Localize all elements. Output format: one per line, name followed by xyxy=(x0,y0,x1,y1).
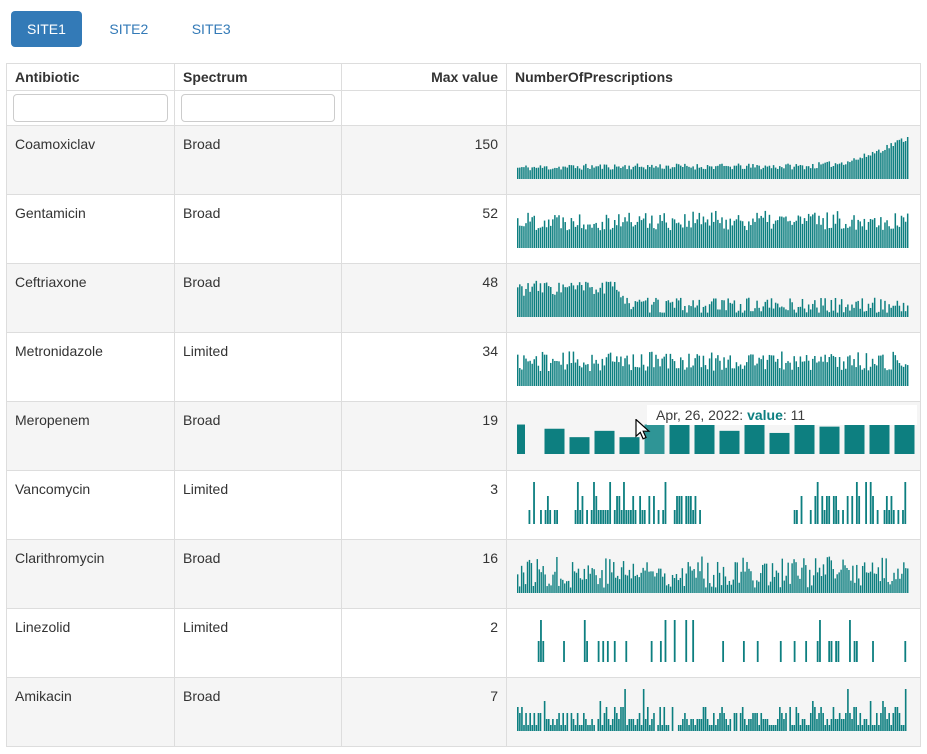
antibiotics-table: Antibiotic Spectrum Max value NumberOfPr… xyxy=(6,63,921,747)
spectrum-filter-input[interactable] xyxy=(181,94,335,122)
site-tabs: SITE1 SITE2 SITE3 xyxy=(11,11,921,47)
max-value-cell: 3 xyxy=(341,470,507,540)
max-value-cell: 16 xyxy=(341,539,507,609)
antibiotic-cell: Clarithromycin xyxy=(6,539,175,609)
sparkline-cell[interactable] xyxy=(506,332,921,402)
spectrum-cell: Broad xyxy=(174,539,342,609)
filter-cell-empty xyxy=(506,90,921,126)
column-header-prescriptions: NumberOfPrescriptions xyxy=(506,63,921,91)
antibiotic-cell: Gentamicin xyxy=(6,194,175,264)
tab-site3[interactable]: SITE3 xyxy=(191,21,231,37)
sparkline-chart[interactable] xyxy=(517,479,909,525)
sparkline-chart[interactable] xyxy=(517,134,909,180)
sparkline-chart[interactable] xyxy=(517,341,909,387)
antibiotic-cell: Vancomycin xyxy=(6,470,175,540)
antibiotic-cell: Metronidazole xyxy=(6,332,175,402)
max-value-cell: 150 xyxy=(341,125,507,195)
table-row: Coamoxiclav Broad 150 xyxy=(6,125,921,195)
sparkline-cell[interactable] xyxy=(506,539,921,609)
antibiotic-cell: Amikacin xyxy=(6,677,175,747)
max-value-cell: 2 xyxy=(341,608,507,678)
max-value-cell: 52 xyxy=(341,194,507,264)
antibiotic-filter-input[interactable] xyxy=(13,94,168,122)
antibiotic-cell: Ceftriaxone xyxy=(6,263,175,333)
mouse-cursor-icon xyxy=(635,419,651,440)
sparkline-chart[interactable] xyxy=(517,203,909,249)
table-row: Vancomycin Limited 3 xyxy=(6,470,921,540)
table-row: Metronidazole Limited 34 xyxy=(6,332,921,402)
max-value-cell: 34 xyxy=(341,332,507,402)
filter-row xyxy=(6,90,921,126)
max-value-cell: 48 xyxy=(341,263,507,333)
sparkline-chart[interactable] xyxy=(517,617,909,663)
sparkline-cell[interactable] xyxy=(506,194,921,264)
spectrum-cell: Limited xyxy=(174,608,342,678)
table-row: Meropenem Broad 19 Apr, 26, 2022: value:… xyxy=(6,401,921,471)
sparkline-cell[interactable] xyxy=(506,470,921,540)
sparkline-cell[interactable] xyxy=(506,608,921,678)
antibiotic-cell: Linezolid xyxy=(6,608,175,678)
tooltip-date: Apr, 26, 2022: xyxy=(656,407,748,423)
max-value-cell: 7 xyxy=(341,677,507,747)
spectrum-cell: Broad xyxy=(174,677,342,747)
table-row: Amikacin Broad 7 xyxy=(6,677,921,747)
table-row: Ceftriaxone Broad 48 xyxy=(6,263,921,333)
table-row: Gentamicin Broad 52 xyxy=(6,194,921,264)
spectrum-cell: Broad xyxy=(174,125,342,195)
spectrum-cell: Broad xyxy=(174,194,342,264)
sparkline-cell[interactable] xyxy=(506,677,921,747)
sparkline-chart[interactable] xyxy=(517,410,917,456)
spectrum-cell: Broad xyxy=(174,263,342,333)
filter-cell-empty xyxy=(341,90,507,126)
tooltip-series-label: value xyxy=(747,407,783,423)
sparkline-cell[interactable]: Apr, 26, 2022: value: 11 xyxy=(506,401,921,471)
max-value-cell: 19 xyxy=(341,401,507,471)
antibiotic-cell: Meropenem xyxy=(6,401,175,471)
table-row: Linezolid Limited 2 xyxy=(6,608,921,678)
sparkline-chart[interactable] xyxy=(517,548,909,594)
tab-site1[interactable]: SITE1 xyxy=(11,11,82,47)
spectrum-cell: Limited xyxy=(174,470,342,540)
header-row: Antibiotic Spectrum Max value NumberOfPr… xyxy=(6,63,921,91)
spectrum-cell: Limited xyxy=(174,332,342,402)
column-header-max-value: Max value xyxy=(341,63,507,91)
sparkline-chart[interactable] xyxy=(517,272,909,318)
chart-tooltip: Apr, 26, 2022: value: 11 xyxy=(647,405,917,425)
spectrum-cell: Broad xyxy=(174,401,342,471)
column-header-spectrum: Spectrum xyxy=(174,63,342,91)
sparkline-cell[interactable] xyxy=(506,263,921,333)
tab-site2[interactable]: SITE2 xyxy=(109,21,149,37)
antibiotic-cell: Coamoxiclav xyxy=(6,125,175,195)
sparkline-cell[interactable] xyxy=(506,125,921,195)
table-body: Coamoxiclav Broad 150 Gentamicin Broad 5… xyxy=(6,125,921,747)
table-row: Clarithromycin Broad 16 xyxy=(6,539,921,609)
tooltip-value: : 11 xyxy=(782,407,806,423)
column-header-antibiotic: Antibiotic xyxy=(6,63,175,91)
sparkline-chart[interactable] xyxy=(517,686,909,732)
